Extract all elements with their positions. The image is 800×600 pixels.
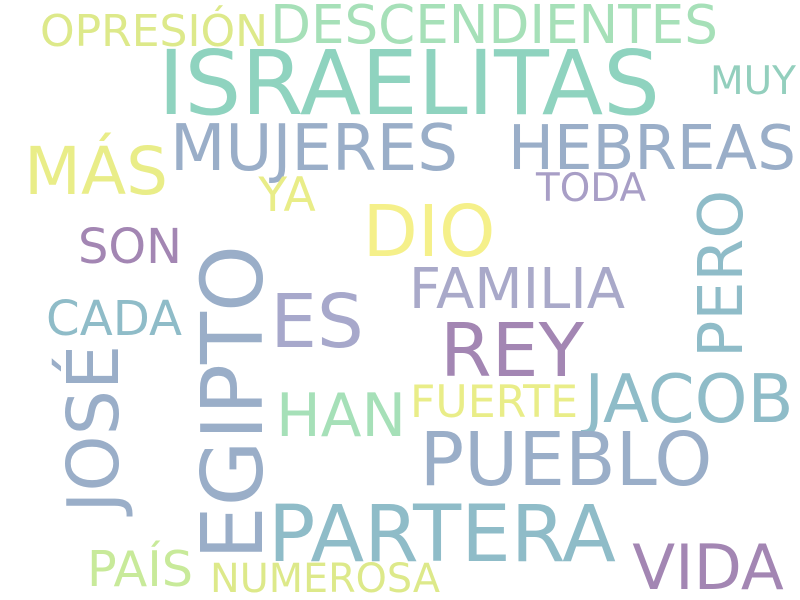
word-descendientes: DESCENDIENTES — [270, 0, 718, 57]
word-israelitas: ISRAELITAS — [157, 32, 661, 137]
word-jose: JOSÉ — [52, 345, 136, 513]
word-cada: CADA — [46, 290, 182, 347]
word-familia: FAMILIA — [408, 257, 626, 322]
word-opresion: OPRESIÓN — [40, 6, 268, 57]
word-jacob: JACOB — [584, 360, 794, 439]
word-es: ES — [270, 279, 364, 366]
word-pero: PERO — [685, 190, 758, 358]
word-dio: DIO — [362, 189, 496, 274]
word-pais: PAÍS — [86, 540, 194, 599]
word-han: HAN — [276, 382, 406, 452]
word-hebreas: HEBREAS — [508, 113, 796, 185]
word-mujeres: MUJERES — [170, 110, 458, 186]
word-rey: REY — [440, 306, 584, 394]
word-toda: TODA — [536, 165, 646, 211]
word-pueblo: PUEBLO — [419, 417, 713, 504]
word-vida: VIDA — [632, 530, 784, 600]
word-numerosa: NUMEROSA — [210, 556, 440, 600]
word-son: SON — [78, 220, 182, 276]
word-muy: MUY — [710, 58, 796, 104]
word-mas: MÁS — [24, 133, 168, 210]
word-fuerte: FUERTE — [410, 376, 578, 428]
word-egipto: EGIPTO — [184, 245, 284, 561]
word-partera: PARTERA — [268, 487, 616, 580]
word-ya: YA — [258, 168, 316, 224]
